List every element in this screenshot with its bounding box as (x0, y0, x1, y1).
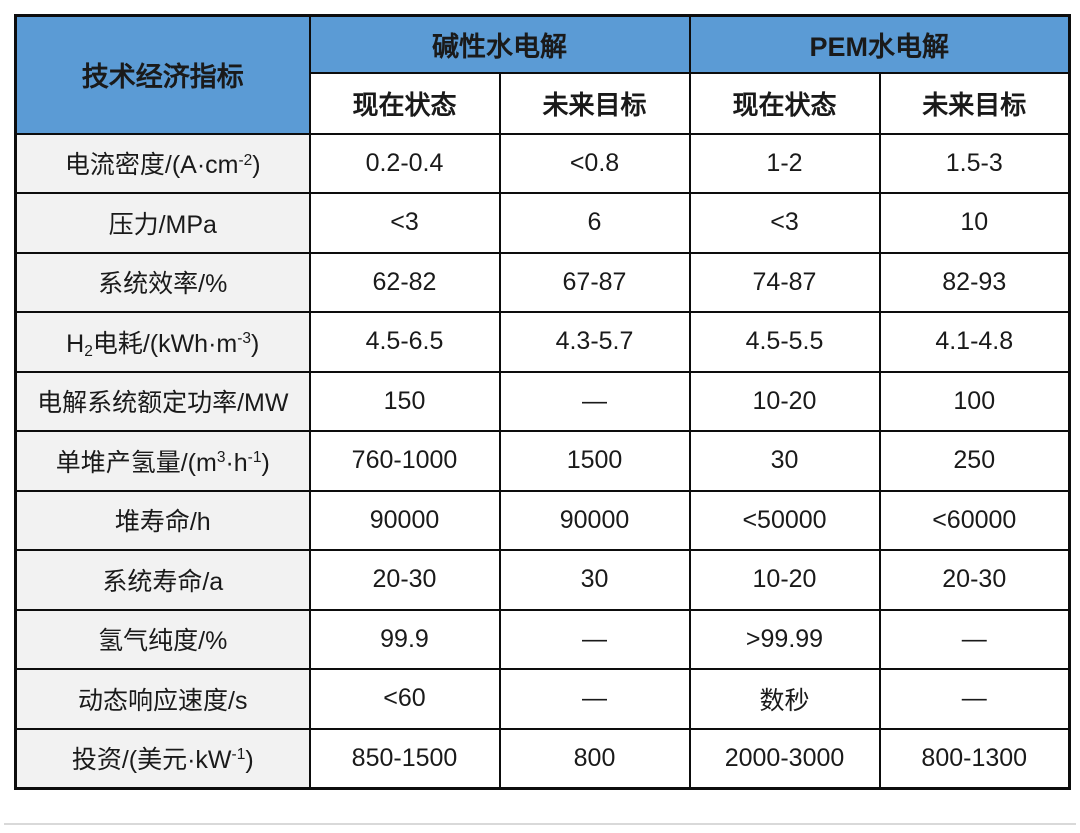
table-cell: 100 (878, 370, 1071, 432)
row-indicator: 投资/(美元·kW-1) (14, 727, 311, 789)
table-cell: <3 (688, 192, 881, 254)
table-cell: 10-20 (688, 549, 881, 611)
table-cell: 20-30 (878, 549, 1071, 611)
corner-header: 技术经济指标 (14, 14, 311, 135)
row-indicator: 氢气纯度/% (14, 608, 311, 670)
table-row-rated-power: 电解系统额定功率/MW 150 — 10-20 100 (14, 370, 1071, 432)
table-row-dynamic-response: 动态响应速度/s <60 — 数秒 — (14, 668, 1071, 730)
table-cell: 30 (688, 430, 881, 492)
table-cell: 0.2-0.4 (308, 132, 501, 194)
table-cell: <60 (308, 668, 501, 730)
table-cell: 67-87 (498, 251, 691, 313)
header-sub-row: 现在状态 未来目标 现在状态 未来目标 (16, 71, 1071, 135)
table-cell: 1-2 (688, 132, 881, 194)
subheader-pem-current: 现在状态 (688, 71, 881, 135)
table-cell: 760-1000 (308, 430, 501, 492)
table-cell: 99.9 (308, 608, 501, 670)
table-row-current-density: 电流密度/(A·cm-2) 0.2-0.4 <0.8 1-2 1.5-3 (14, 132, 1071, 194)
table-row-pressure: 压力/MPa <3 6 <3 10 (14, 192, 1071, 254)
table-cell: 4.3-5.7 (498, 311, 691, 373)
row-indicator: 压力/MPa (14, 192, 311, 254)
table-cell: <3 (308, 192, 501, 254)
table-cell: 20-30 (308, 549, 501, 611)
table-row-h2-purity: 氢气纯度/% 99.9 — >99.99 — (14, 608, 1071, 670)
table-cell: — (878, 608, 1071, 670)
table-row-system-efficiency: 系统效率/% 62-82 67-87 74-87 82-93 (14, 251, 1071, 313)
table-cell: 2000-3000 (688, 727, 881, 789)
table-cell: — (498, 668, 691, 730)
table-cell: 6 (498, 192, 691, 254)
row-indicator: 动态响应速度/s (14, 668, 311, 730)
table-cell: — (498, 370, 691, 432)
row-indicator: 系统效率/% (14, 251, 311, 313)
table-row-investment: 投资/(美元·kW-1) 850-1500 800 2000-3000 800-… (14, 727, 1071, 789)
row-indicator: 系统寿命/a (14, 549, 311, 611)
table-cell: 30 (498, 549, 691, 611)
table-cell: 数秒 (688, 668, 881, 730)
row-indicator: 堆寿命/h (14, 489, 311, 551)
table-cell: 62-82 (308, 251, 501, 313)
row-indicator: 电解系统额定功率/MW (14, 370, 311, 432)
table-cell: — (878, 668, 1071, 730)
table-cell: 4.5-5.5 (688, 311, 881, 373)
page-bottom-divider (4, 823, 1076, 825)
header-group-row: 技术经济指标 碱性水电解 PEM水电解 (14, 14, 1071, 135)
subheader-alkaline-current: 现在状态 (308, 71, 501, 135)
group-header-alkaline: 碱性水电解 (308, 14, 691, 74)
table-cell: 10-20 (688, 370, 881, 432)
table-cell: <60000 (878, 489, 1071, 551)
table-row-system-lifetime: 系统寿命/a 20-30 30 10-20 20-30 (14, 549, 1071, 611)
table-cell: 74-87 (688, 251, 881, 313)
table-cell: <50000 (688, 489, 881, 551)
table-cell: 1.5-3 (878, 132, 1071, 194)
table-cell: 82-93 (878, 251, 1071, 313)
table-cell: 800 (498, 727, 691, 789)
table-cell: >99.99 (688, 608, 881, 670)
table-cell: <0.8 (498, 132, 691, 194)
table-cell: 10 (878, 192, 1071, 254)
table-cell: 800-1300 (878, 727, 1071, 789)
row-indicator: 单堆产氢量/(m3·h-1) (14, 430, 311, 492)
table-cell: 4.5-6.5 (308, 311, 501, 373)
table-cell: 1500 (498, 430, 691, 492)
subheader-pem-future: 未来目标 (878, 71, 1071, 135)
row-indicator: H2电耗/(kWh·m-3) (14, 311, 311, 373)
table-row-h2-energy-consumption: H2电耗/(kWh·m-3) 4.5-6.5 4.3-5.7 4.5-5.5 4… (14, 311, 1071, 373)
table-cell: 250 (878, 430, 1071, 492)
table-row-stack-h2-output: 单堆产氢量/(m3·h-1) 760-1000 1500 30 250 (14, 430, 1071, 492)
table-cell: 150 (308, 370, 501, 432)
group-header-pem: PEM水电解 (688, 14, 1071, 74)
row-indicator: 电流密度/(A·cm-2) (14, 132, 311, 194)
subheader-alkaline-future: 未来目标 (498, 71, 691, 135)
table-cell: 90000 (308, 489, 501, 551)
table-cell: 4.1-4.8 (878, 311, 1071, 373)
table-row-stack-lifetime: 堆寿命/h 90000 90000 <50000 <60000 (14, 489, 1071, 551)
table-cell: 850-1500 (308, 727, 501, 789)
electrolysis-comparison-table: 技术经济指标 碱性水电解 PEM水电解 现在状态 未来目标 现在状态 未来目标 … (14, 14, 1072, 790)
table-cell: — (498, 608, 691, 670)
table-cell: 90000 (498, 489, 691, 551)
